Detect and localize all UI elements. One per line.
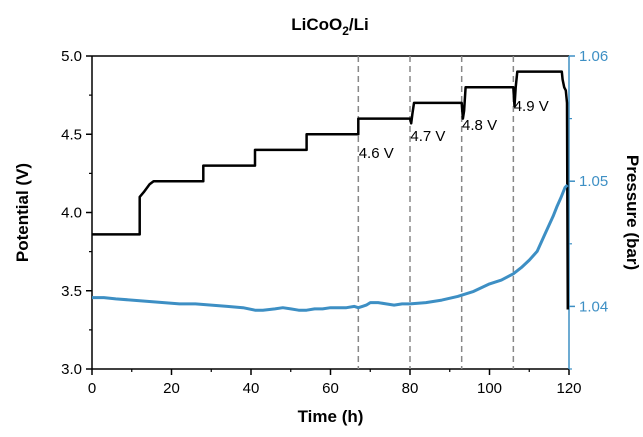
x-tick-label: 20 [163, 380, 180, 397]
chart-title-main: LiCoO [291, 15, 342, 34]
text-layer: 4.6 V 4.7 V 4.8 V 4.9 V LiCoO2/Li Time (h) Pot… [13, 15, 642, 426]
x-tick-label: 120 [556, 380, 581, 397]
x-tick-label: 100 [477, 380, 502, 397]
chart-title: LiCoO2/Li [291, 15, 369, 38]
voltage-annotation: 4.9 V [514, 98, 549, 115]
y-left-tick-label: 3.5 [61, 283, 82, 300]
y-left-tick-label: 4.5 [61, 126, 82, 143]
axes-layer: 0 20 40 60 80 100 120 3.0 3.5 4.0 4.5 5.0 1.04 1.05 1.… [61, 48, 608, 397]
x-tick-label: 0 [88, 380, 96, 397]
potential-series-line [92, 70, 570, 310]
y-left-axis-title: Potential (V) [13, 163, 32, 262]
y-right-axis-title: Pressure (bar) [623, 155, 642, 270]
y-right-tick-label: 1.05 [579, 173, 608, 190]
voltage-annotation: 4.8 V [462, 117, 497, 134]
y-left-tick-label: 5.0 [61, 48, 82, 65]
voltage-annotation: 4.7 V [410, 128, 445, 145]
pressure-series-line [92, 183, 569, 312]
chart-title-tail: /Li [349, 15, 369, 34]
y-right-tick-label: 1.06 [579, 48, 608, 65]
x-tick-label: 80 [402, 380, 419, 397]
x-tick-label: 40 [243, 380, 260, 397]
series-layer [92, 70, 570, 312]
y-right-tick-label: 1.04 [579, 298, 608, 315]
x-axis-title: Time (h) [298, 407, 364, 426]
voltage-annotation: 4.6 V [359, 145, 394, 162]
y-left-tick-label: 4.0 [61, 205, 82, 222]
y-left-tick-label: 3.0 [61, 361, 82, 378]
x-tick-label: 60 [322, 380, 339, 397]
chart-title-subscript: 2 [342, 24, 349, 38]
